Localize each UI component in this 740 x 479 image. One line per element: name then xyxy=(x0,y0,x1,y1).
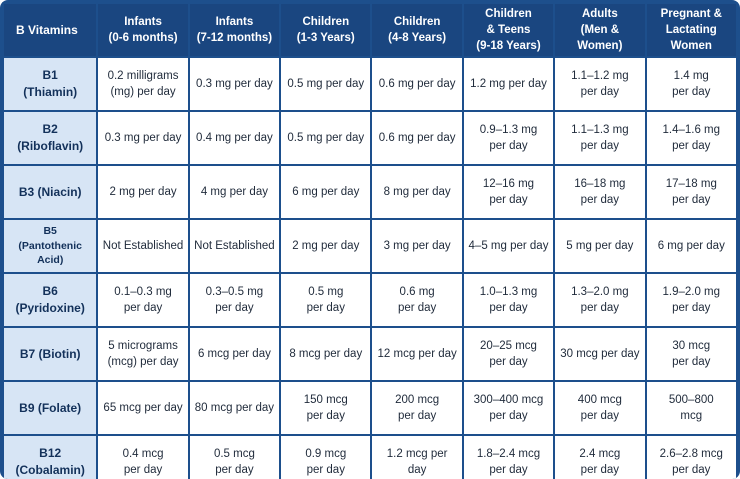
intake-value-cell: 1.2 mg per day xyxy=(463,58,554,110)
column-header: Pregnant & Lactating Women xyxy=(646,4,736,56)
vitamin-name-cell: B5 (Pantothenic Acid) xyxy=(4,220,97,272)
vitamin-name-cell: B7 (Biotin) xyxy=(4,328,97,380)
intake-value-cell: 0.2 milligrams (mg) per day xyxy=(98,58,188,110)
table-row: B9 (Folate) 65 mcg per day 80 mcg per day 1… xyxy=(4,382,736,434)
intake-value-cell: 80 mcg per day xyxy=(189,382,280,434)
intake-value-cell: 1.4–1.6 mg per day xyxy=(646,112,736,164)
intake-value-cell: 0.9–1.3 mg per day xyxy=(463,112,554,164)
intake-value-cell: 1.9–2.0 mg per day xyxy=(646,274,736,326)
intake-value-cell: 12 mcg per day xyxy=(372,328,462,380)
intake-value-cell: 4 mg per day xyxy=(189,166,280,218)
intake-value-cell: 6 mg per day xyxy=(646,220,736,272)
intake-value-cell: 0.6 mg per day xyxy=(372,58,462,110)
intake-value-cell: 0.3 mg per day xyxy=(189,58,280,110)
corner-header: B Vitamins xyxy=(4,4,97,56)
intake-value-cell: 500–800 mcg xyxy=(646,382,736,434)
intake-value-cell: 0.3–0.5 mg per day xyxy=(189,274,280,326)
header-row: B Vitamins Infants (0-6 months) Infants (7… xyxy=(4,4,736,56)
intake-value-cell: 0.3 mg per day xyxy=(98,112,188,164)
table-row: B6 (Pyridoxine) 0.1–0.3 mg per day 0.3–0.5 m… xyxy=(4,274,736,326)
intake-value-cell: 6 mcg per day xyxy=(189,328,280,380)
intake-value-cell: 0.5 mg per day xyxy=(281,112,371,164)
intake-value-cell: 0.1–0.3 mg per day xyxy=(98,274,188,326)
column-header: Children (4-8 Years) xyxy=(372,4,462,56)
intake-value-cell: Not Established xyxy=(189,220,280,272)
intake-value-cell: 0.6 mg per day xyxy=(372,274,462,326)
intake-value-cell: 0.4 mg per day xyxy=(189,112,280,164)
intake-value-cell: 3 mg per day xyxy=(372,220,462,272)
table-row: B7 (Biotin) 5 micrograms (mcg) per day 6 mc… xyxy=(4,328,736,380)
intake-value-cell: 0.9 mcg per day xyxy=(281,436,371,479)
table-row: B5 (Pantothenic Acid) Not Established Not Es… xyxy=(4,220,736,272)
intake-value-cell: 0.5 mg per day xyxy=(281,58,371,110)
intake-value-cell: 5 mg per day xyxy=(555,220,645,272)
table-row: B2 (Riboflavin) 0.3 mg per day 0.4 mg per d… xyxy=(4,112,736,164)
intake-value-cell: 150 mcg per day xyxy=(281,382,371,434)
intake-value-cell: 4–5 mg per day xyxy=(463,220,554,272)
column-header: Children (1-3 Years) xyxy=(281,4,371,56)
vitamin-name-cell: B2 (Riboflavin) xyxy=(4,112,97,164)
table-row: B3 (Niacin) 2 mg per day 4 mg per day 6 mg … xyxy=(4,166,736,218)
intake-value-cell: 1.2 mcg per day xyxy=(372,436,462,479)
intake-value-cell: 1.4 mg per day xyxy=(646,58,736,110)
intake-value-cell: 30 mcg per day xyxy=(646,328,736,380)
vitamin-name-cell: B6 (Pyridoxine) xyxy=(4,274,97,326)
vitamin-name-cell: B3 (Niacin) xyxy=(4,166,97,218)
intake-value-cell: 17–18 mg per day xyxy=(646,166,736,218)
intake-value-cell: 8 mg per day xyxy=(372,166,462,218)
intake-value-cell: 2 mg per day xyxy=(281,220,371,272)
intake-value-cell: 400 mcg per day xyxy=(555,382,645,434)
intake-value-cell: 6 mg per day xyxy=(281,166,371,218)
column-header: Children & Teens (9-18 Years) xyxy=(463,4,554,56)
column-header: Infants (0-6 months) xyxy=(98,4,188,56)
intake-value-cell: 2 mg per day xyxy=(98,166,188,218)
intake-value-cell: 5 micrograms (mcg) per day xyxy=(98,328,188,380)
intake-value-cell: 1.1–1.2 mg per day xyxy=(555,58,645,110)
intake-value-cell: 12–16 mg per day xyxy=(463,166,554,218)
intake-value-cell: 300–400 mcg per day xyxy=(463,382,554,434)
table-row: B12 (Cobalamin) 0.4 mcg per day 0.5 mcg per d… xyxy=(4,436,736,479)
intake-value-cell: 0.4 mcg per day xyxy=(98,436,188,479)
intake-value-cell: 1.3–2.0 mg per day xyxy=(555,274,645,326)
intake-value-cell: 0.5 mg per day xyxy=(281,274,371,326)
table-row: B1 (Thiamin) 0.2 milligrams (mg) per day 0.3… xyxy=(4,58,736,110)
column-header: Infants (7-12 months) xyxy=(189,4,280,56)
intake-value-cell: 30 mcg per day xyxy=(555,328,645,380)
intake-value-cell: 1.8–2.4 mcg per day xyxy=(463,436,554,479)
intake-value-cell: 20–25 mcg per day xyxy=(463,328,554,380)
vitamin-name-cell: B12 (Cobalamin) xyxy=(4,436,97,479)
vitamin-name-cell: B1 (Thiamin) xyxy=(4,58,97,110)
intake-value-cell: 0.6 mg per day xyxy=(372,112,462,164)
intake-value-cell: 1.1–1.3 mg per day xyxy=(555,112,645,164)
intake-value-cell: 65 mcg per day xyxy=(98,382,188,434)
intake-value-cell: 2.4 mcg per day xyxy=(555,436,645,479)
vitamin-name-cell: B9 (Folate) xyxy=(4,382,97,434)
column-header: Adults (Men & Women) xyxy=(555,4,645,56)
intake-value-cell: Not Established xyxy=(98,220,188,272)
intake-value-cell: 200 mcg per day xyxy=(372,382,462,434)
intake-value-cell: 1.0–1.3 mg per day xyxy=(463,274,554,326)
intake-value-cell: 0.5 mcg per day xyxy=(189,436,280,479)
intake-value-cell: 16–18 mg per day xyxy=(555,166,645,218)
intake-value-cell: 2.6–2.8 mcg per day xyxy=(646,436,736,479)
intake-value-cell: 8 mcg per day xyxy=(281,328,371,380)
